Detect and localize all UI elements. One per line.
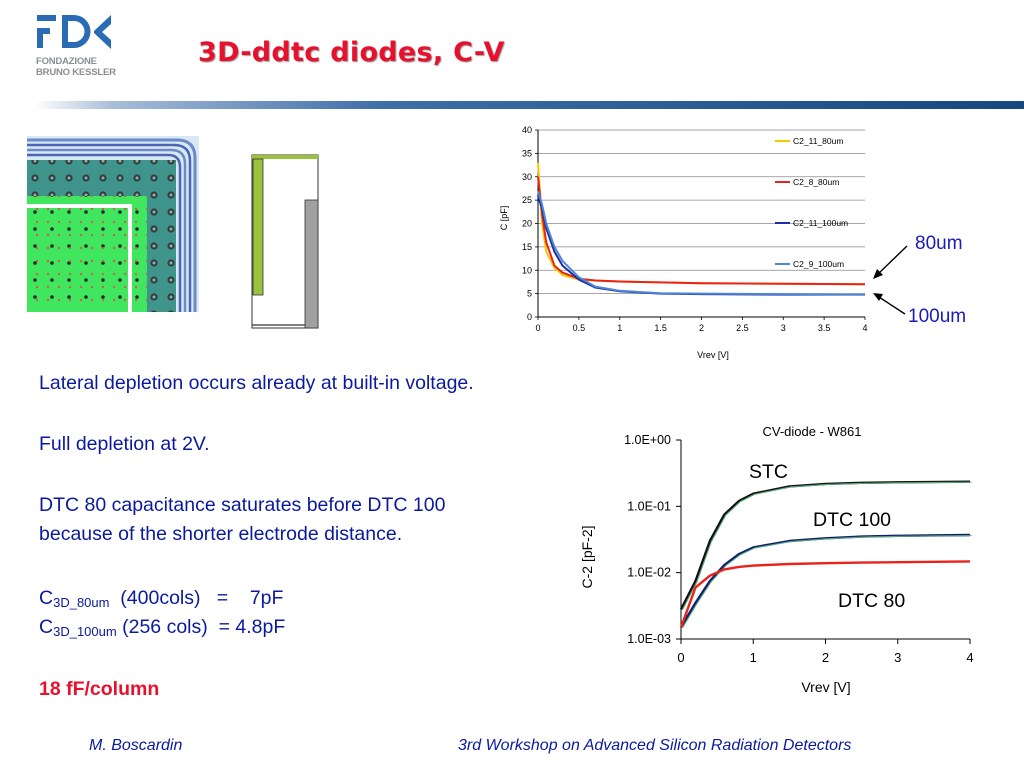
- cv-chart-ytick-label: 5: [527, 289, 532, 299]
- cv-diode-ytick-label: 1.0E-03: [627, 632, 671, 646]
- arrow-100um: [878, 296, 906, 315]
- text-lateral-depletion: Lateral depletion occurs already at buil…: [39, 372, 474, 394]
- cv-diode-series-DTC-80: [679, 560, 971, 628]
- cv-diode-xtick-label: 2: [822, 650, 829, 665]
- cv-chart-legend-label: C2_11_80um: [793, 136, 843, 146]
- label-80um: 80um: [915, 233, 963, 254]
- text-full-depletion: Full depletion at 2V.: [39, 433, 210, 455]
- cv-chart-xtick-label: 0.5: [573, 323, 586, 333]
- fbk-logo-mark: [37, 15, 111, 49]
- pixel-layout-image: [27, 136, 199, 312]
- logo-text-fondazione: FONDAZIONE: [36, 56, 97, 67]
- cv-chart-series-C2_9_100um: [537, 190, 866, 296]
- cv-diode-curve-label: DTC 80: [838, 590, 905, 612]
- fbk-logo: FONDAZIONE BRUNO KESSLER: [36, 12, 126, 82]
- cv-diode-xtick-label: 4: [966, 650, 973, 665]
- header-rule: [34, 101, 1024, 109]
- cv-chart-xtick-label: 4: [862, 323, 867, 333]
- cv-chart-ytick-label: 15: [522, 242, 532, 252]
- cross-section-image: [251, 154, 319, 329]
- cv-chart-legend-label: C2_8_80um: [793, 177, 839, 187]
- cv-chart-xlabel: Vrev [V]: [697, 350, 729, 360]
- cap-80-prefix: C: [39, 587, 54, 609]
- cap-100-prefix: C: [39, 616, 54, 638]
- cv-chart-ytick-label: 0: [527, 312, 532, 322]
- cv-chart-xtick-label: 3: [781, 323, 786, 333]
- cv-diode-series-DTC-100: [679, 533, 971, 628]
- cv-diode-chart-ylabel: C-2 [pF-2]: [579, 525, 595, 588]
- cv-chart-ytick-label: 25: [522, 195, 532, 205]
- cap-100-rest: (256 cols) = 4.8pF: [116, 616, 286, 638]
- text-cap-80um: C3D_80um (400cols) = 7pF: [39, 586, 283, 615]
- text-cap-100um: C3D_100um (256 cols) = 4.8pF: [39, 615, 285, 644]
- cv-chart-series-C2_8_80um: [537, 176, 866, 286]
- arrow-80um: [876, 245, 908, 276]
- cv-chart-ytick-label: 10: [522, 265, 532, 275]
- cv-chart-ylabel: C [pF]: [499, 206, 509, 231]
- cv-diode-xtick-label: 0: [677, 650, 684, 665]
- cv-chart-xtick-label: 1: [617, 323, 622, 333]
- cv-diode-chart-xlabel: Vrev [V]: [801, 679, 850, 695]
- cv-diode-curve-label: STC: [749, 461, 788, 483]
- footer-event: 3rd Workshop on Advanced Silicon Radiati…: [458, 737, 852, 754]
- cv-diode-ytick-label: 1.0E-02: [627, 566, 671, 580]
- cv-diode-xtick-label: 1: [750, 650, 757, 665]
- cv-diode-log-chart: CV-diode - W861 1.0E-03 1.0E-02 1.0E-01 1.0…: [579, 424, 974, 695]
- slide-title: 3D-ddtc diodes, C-V: [198, 37, 505, 68]
- cap-80-sub: 3D_80um: [53, 595, 110, 610]
- cv-chart-legend-label: C2_9_100um: [793, 259, 844, 269]
- cv-diode-ytick-label: 1.0E+00: [624, 433, 671, 447]
- cv-chart-xtick-label: 3.5: [818, 323, 831, 333]
- cv-chart-xtick-label: 2.5: [736, 323, 749, 333]
- footer-author: M. Boscardin: [89, 737, 183, 754]
- text-ff-per-column: 18 fF/column: [39, 678, 160, 700]
- cv-chart-ytick-label: 30: [522, 172, 532, 182]
- label-100um: 100um: [908, 306, 967, 327]
- cap-100-sub: 3D_100um: [53, 624, 117, 639]
- cv-diode-series-STC: [679, 480, 971, 610]
- cv-chart-xtick-label: 1.5: [654, 323, 667, 333]
- text-dtc-saturation-2: because of the shorter electrode distanc…: [39, 523, 403, 545]
- logo-text-bruno-kessler: BRUNO KESSLER: [36, 67, 116, 78]
- annotation-arrows: [873, 245, 908, 315]
- cv-diode-series-overlay: [682, 481, 972, 611]
- cv-diode-chart-title: CV-diode - W861: [763, 424, 862, 439]
- text-dtc-saturation-1: DTC 80 capacitance saturates before DTC …: [39, 494, 446, 516]
- cv-diode-ytick-label: 1.0E-01: [627, 499, 671, 513]
- cv-chart-ytick-label: 40: [522, 125, 532, 135]
- cv-diode-xtick-label: 3: [894, 650, 901, 665]
- cv-chart-ytick-label: 35: [522, 148, 532, 158]
- cap-80-rest: (400cols) = 7pF: [109, 587, 284, 609]
- cv-diode-series-overlay: [682, 534, 972, 629]
- cv-chart: 0 5 10 15 20 25 30 35 40 0 0.5 1 1.5 2 2.5 3 3.5 4 C2_11…: [499, 125, 868, 360]
- cv-chart-legend-label: C2_11_100um: [793, 218, 848, 228]
- cv-diode-curve-label: DTC 100: [813, 509, 891, 531]
- cv-chart-xtick-label: 0: [535, 323, 540, 333]
- cv-chart-ytick-label: 20: [522, 219, 532, 229]
- cv-chart-xtick-label: 2: [699, 323, 704, 333]
